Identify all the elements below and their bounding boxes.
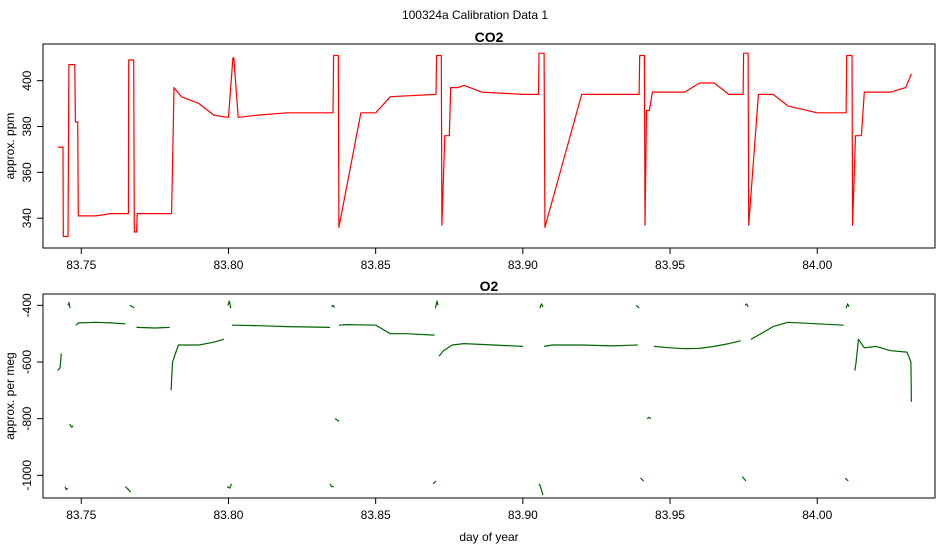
o2-y-tick-label: -400 — [20, 293, 34, 317]
o2-data-line — [136, 326, 170, 329]
co2-data-line — [57, 52, 912, 238]
co2-x-ticks: 83.75 83.80 83.85 83.90 83.95 84.00 — [66, 248, 833, 272]
o2-data-line — [232, 324, 331, 328]
co2-plot-frame — [42, 43, 936, 249]
o2-panel: O2 approx. per meg day of year 83.75 83.8… — [3, 278, 936, 544]
o2-data-line — [69, 423, 74, 428]
o2-data-line — [640, 477, 645, 482]
o2-y-axis-label: approx. per meg — [3, 352, 17, 439]
co2-plot-area — [57, 52, 912, 238]
o2-data-line — [434, 300, 439, 309]
co2-x-tick-label: 83.80 — [213, 258, 243, 272]
co2-panel: CO2 approx. ppm 83.75 83.80 83.85 83.90 83.9… — [3, 29, 936, 272]
o2-data-line — [124, 486, 132, 493]
co2-x-tick-label: 83.90 — [508, 258, 538, 272]
o2-plot-frame — [42, 293, 936, 499]
o2-data-line — [75, 321, 126, 326]
co2-x-tick-label: 83.75 — [66, 258, 96, 272]
o2-data-line — [226, 483, 232, 489]
o2-data-line — [438, 343, 523, 357]
o2-data-line — [854, 338, 912, 402]
co2-panel-title: CO2 — [475, 29, 504, 45]
o2-x-tick-label: 83.95 — [655, 508, 685, 522]
o2-data-line — [64, 486, 69, 491]
o2-data-line — [646, 416, 652, 420]
o2-plot-area — [57, 300, 912, 496]
o2-data-line — [653, 340, 741, 350]
o2-y-tick-label: -600 — [20, 350, 34, 374]
o2-data-line — [338, 324, 435, 336]
o2-y-tick-label: -800 — [20, 406, 34, 430]
co2-y-ticks: 340 360 380 400 — [20, 70, 43, 228]
o2-x-tick-label: 84.00 — [802, 508, 832, 522]
o2-data-line — [750, 321, 844, 340]
o2-panel-title: O2 — [480, 278, 499, 294]
co2-y-tick-label: 380 — [20, 116, 34, 136]
o2-data-line — [744, 303, 749, 308]
o2-data-line — [334, 418, 340, 422]
o2-x-tick-label: 83.80 — [213, 508, 243, 522]
o2-data-line — [331, 304, 335, 308]
o2-y-tick-label: -1000 — [20, 460, 34, 491]
o2-y-ticks: -400 -600 -800 -1000 — [20, 293, 43, 491]
co2-x-tick-label: 84.00 — [802, 258, 832, 272]
o2-data-line — [170, 338, 225, 391]
o2-data-line — [635, 304, 640, 309]
co2-x-tick-label: 83.85 — [361, 258, 391, 272]
o2-data-line — [227, 300, 232, 309]
o2-data-line — [543, 344, 638, 347]
co2-y-tick-label: 360 — [20, 162, 34, 182]
co2-x-tick-label: 83.95 — [655, 258, 685, 272]
o2-data-line — [741, 476, 747, 482]
co2-y-tick-label: 400 — [20, 70, 34, 90]
o2-data-line — [844, 477, 849, 482]
figure-title: 100324a Calibration Data 1 — [402, 8, 548, 22]
o2-x-ticks: 83.75 83.80 83.85 83.90 83.95 84.00 — [66, 498, 833, 522]
o2-data-line — [539, 303, 544, 309]
o2-x-tick-label: 83.75 — [66, 508, 96, 522]
co2-y-tick-label: 340 — [20, 208, 34, 228]
o2-data-line — [432, 480, 437, 485]
o2-data-line — [67, 301, 71, 309]
co2-y-axis-label: approx. ppm — [3, 113, 17, 180]
o2-x-axis-label: day of year — [459, 530, 518, 544]
o2-data-line — [129, 304, 135, 309]
o2-data-line — [329, 483, 334, 488]
o2-data-line — [845, 303, 850, 309]
o2-x-tick-label: 83.85 — [361, 508, 391, 522]
o2-data-line — [538, 483, 544, 496]
o2-data-line — [57, 353, 62, 371]
o2-x-tick-label: 83.90 — [508, 508, 538, 522]
